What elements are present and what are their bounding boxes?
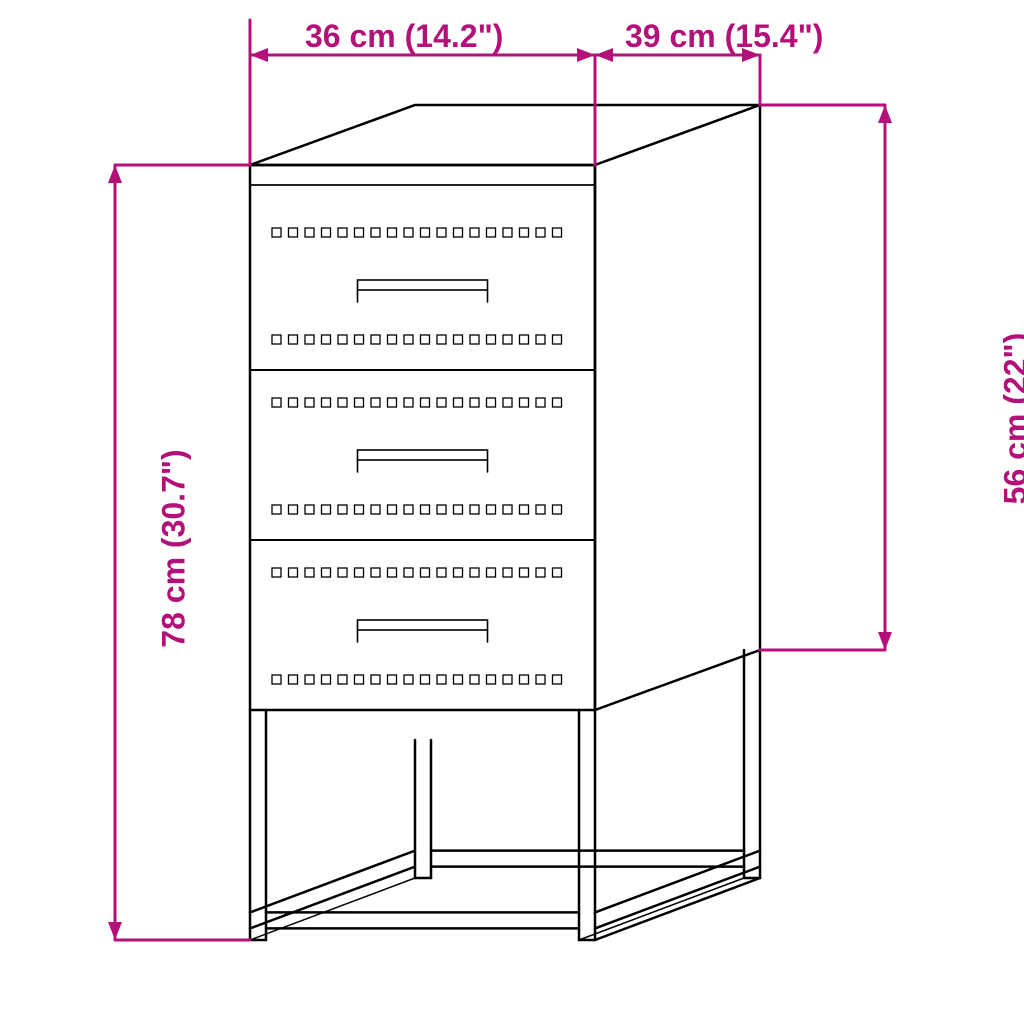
dimension-label-depth: 39 cm (15.4") <box>625 18 823 55</box>
dimension-label-height: 78 cm (30.7") <box>156 449 193 647</box>
dimension-label-body-height: 56 cm (22") <box>997 333 1024 505</box>
technical-drawing-svg <box>0 0 1024 1024</box>
diagram-stage: 36 cm (14.2") 39 cm (15.4") 78 cm (30.7"… <box>0 0 1024 1024</box>
dimension-label-width: 36 cm (14.2") <box>305 18 503 55</box>
